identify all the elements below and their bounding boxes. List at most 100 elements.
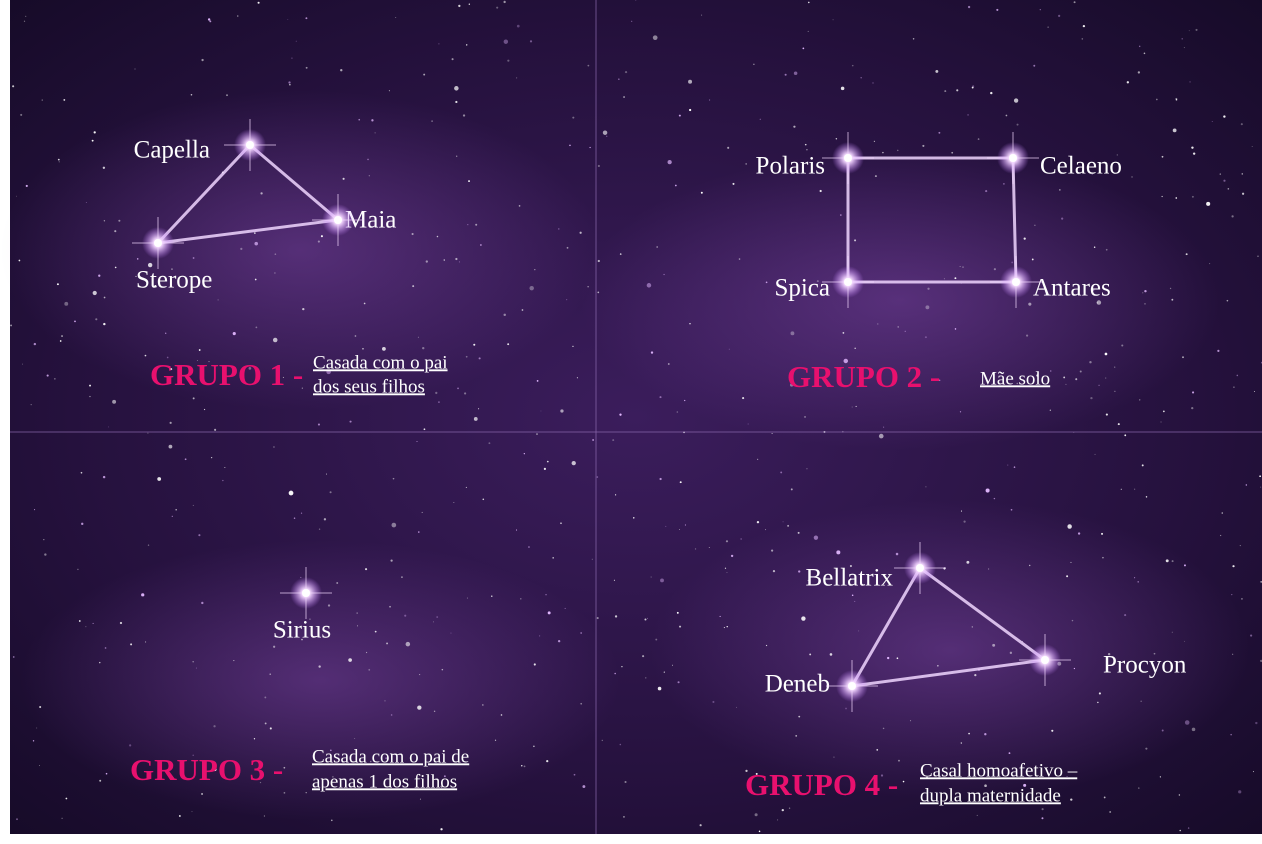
background-star bbox=[766, 281, 768, 283]
background-star bbox=[966, 561, 969, 564]
background-star bbox=[1184, 564, 1186, 566]
background-star bbox=[287, 19, 288, 20]
background-star bbox=[533, 746, 535, 748]
background-star bbox=[214, 429, 216, 431]
background-star bbox=[712, 701, 714, 703]
background-star bbox=[112, 400, 116, 404]
background-star bbox=[389, 90, 390, 91]
background-star bbox=[386, 642, 388, 644]
background-star bbox=[625, 71, 627, 73]
background-star bbox=[66, 798, 68, 800]
background-star bbox=[1192, 391, 1194, 393]
background-star bbox=[366, 652, 367, 653]
background-star bbox=[175, 509, 177, 511]
background-star bbox=[1254, 391, 1255, 392]
group-description: dos seus filhos bbox=[313, 376, 425, 397]
background-star bbox=[1139, 46, 1140, 47]
background-star bbox=[1121, 489, 1122, 490]
background-star bbox=[141, 593, 144, 596]
background-star bbox=[572, 117, 574, 119]
background-star bbox=[644, 618, 646, 620]
background-star bbox=[404, 615, 406, 617]
background-star bbox=[560, 522, 562, 524]
background-star bbox=[978, 138, 980, 140]
background-star bbox=[233, 332, 236, 335]
background-star bbox=[1144, 290, 1146, 292]
background-star bbox=[306, 792, 307, 793]
background-star bbox=[874, 141, 875, 142]
background-star bbox=[1246, 484, 1247, 485]
background-star bbox=[57, 283, 59, 285]
background-star bbox=[118, 220, 120, 222]
background-star bbox=[326, 474, 327, 475]
background-star bbox=[773, 570, 775, 572]
background-star bbox=[469, 4, 470, 5]
background-star bbox=[343, 178, 345, 180]
background-star bbox=[1003, 183, 1005, 185]
background-star bbox=[569, 145, 570, 146]
background-star bbox=[580, 232, 582, 234]
background-star bbox=[324, 518, 326, 520]
background-star bbox=[438, 402, 439, 403]
background-star bbox=[833, 19, 834, 20]
background-star bbox=[631, 21, 632, 22]
background-star bbox=[1189, 30, 1190, 31]
background-star bbox=[1182, 356, 1184, 358]
background-star bbox=[695, 548, 696, 549]
background-star bbox=[1172, 632, 1173, 633]
background-star bbox=[36, 727, 37, 728]
background-star bbox=[659, 396, 661, 398]
background-star bbox=[782, 809, 784, 811]
background-star bbox=[785, 74, 787, 76]
background-star bbox=[614, 673, 616, 675]
background-star bbox=[273, 646, 275, 648]
background-star bbox=[539, 635, 540, 636]
background-star bbox=[393, 478, 395, 480]
background-star bbox=[647, 618, 648, 619]
background-star bbox=[1011, 262, 1013, 264]
background-star bbox=[1232, 654, 1233, 655]
background-star bbox=[63, 99, 65, 101]
background-star bbox=[134, 68, 135, 69]
background-star bbox=[501, 714, 503, 716]
background-star bbox=[358, 119, 360, 121]
background-star bbox=[99, 662, 100, 663]
background-star bbox=[854, 601, 855, 602]
background-star bbox=[589, 147, 590, 148]
background-star bbox=[86, 202, 87, 203]
background-star bbox=[766, 645, 767, 646]
background-star bbox=[1134, 489, 1135, 490]
background-star bbox=[974, 674, 976, 676]
background-star bbox=[375, 631, 377, 633]
background-star bbox=[795, 735, 797, 737]
star-name: Bellatrix bbox=[806, 565, 894, 592]
background-star bbox=[675, 185, 677, 187]
background-star bbox=[580, 703, 582, 705]
background-star bbox=[1074, 1, 1076, 3]
background-star bbox=[879, 434, 884, 439]
background-star bbox=[1227, 300, 1229, 302]
background-star bbox=[451, 633, 452, 634]
star-core bbox=[916, 564, 924, 572]
background-star bbox=[54, 378, 55, 379]
background-star bbox=[1253, 771, 1254, 772]
background-star bbox=[552, 557, 554, 559]
background-star bbox=[306, 67, 308, 69]
background-star bbox=[875, 175, 877, 177]
background-star bbox=[254, 232, 255, 233]
background-star bbox=[1139, 399, 1140, 400]
background-star bbox=[992, 644, 995, 647]
background-star bbox=[319, 529, 320, 530]
background-star bbox=[31, 404, 32, 405]
background-star bbox=[300, 577, 301, 578]
background-star bbox=[685, 525, 686, 526]
background-star bbox=[1058, 15, 1060, 17]
background-star bbox=[651, 576, 652, 577]
background-star bbox=[614, 580, 615, 581]
background-star bbox=[897, 326, 899, 328]
background-star bbox=[1142, 464, 1144, 466]
background-star bbox=[459, 261, 460, 262]
background-star bbox=[984, 733, 986, 735]
background-star bbox=[927, 288, 929, 290]
background-star bbox=[922, 145, 924, 147]
